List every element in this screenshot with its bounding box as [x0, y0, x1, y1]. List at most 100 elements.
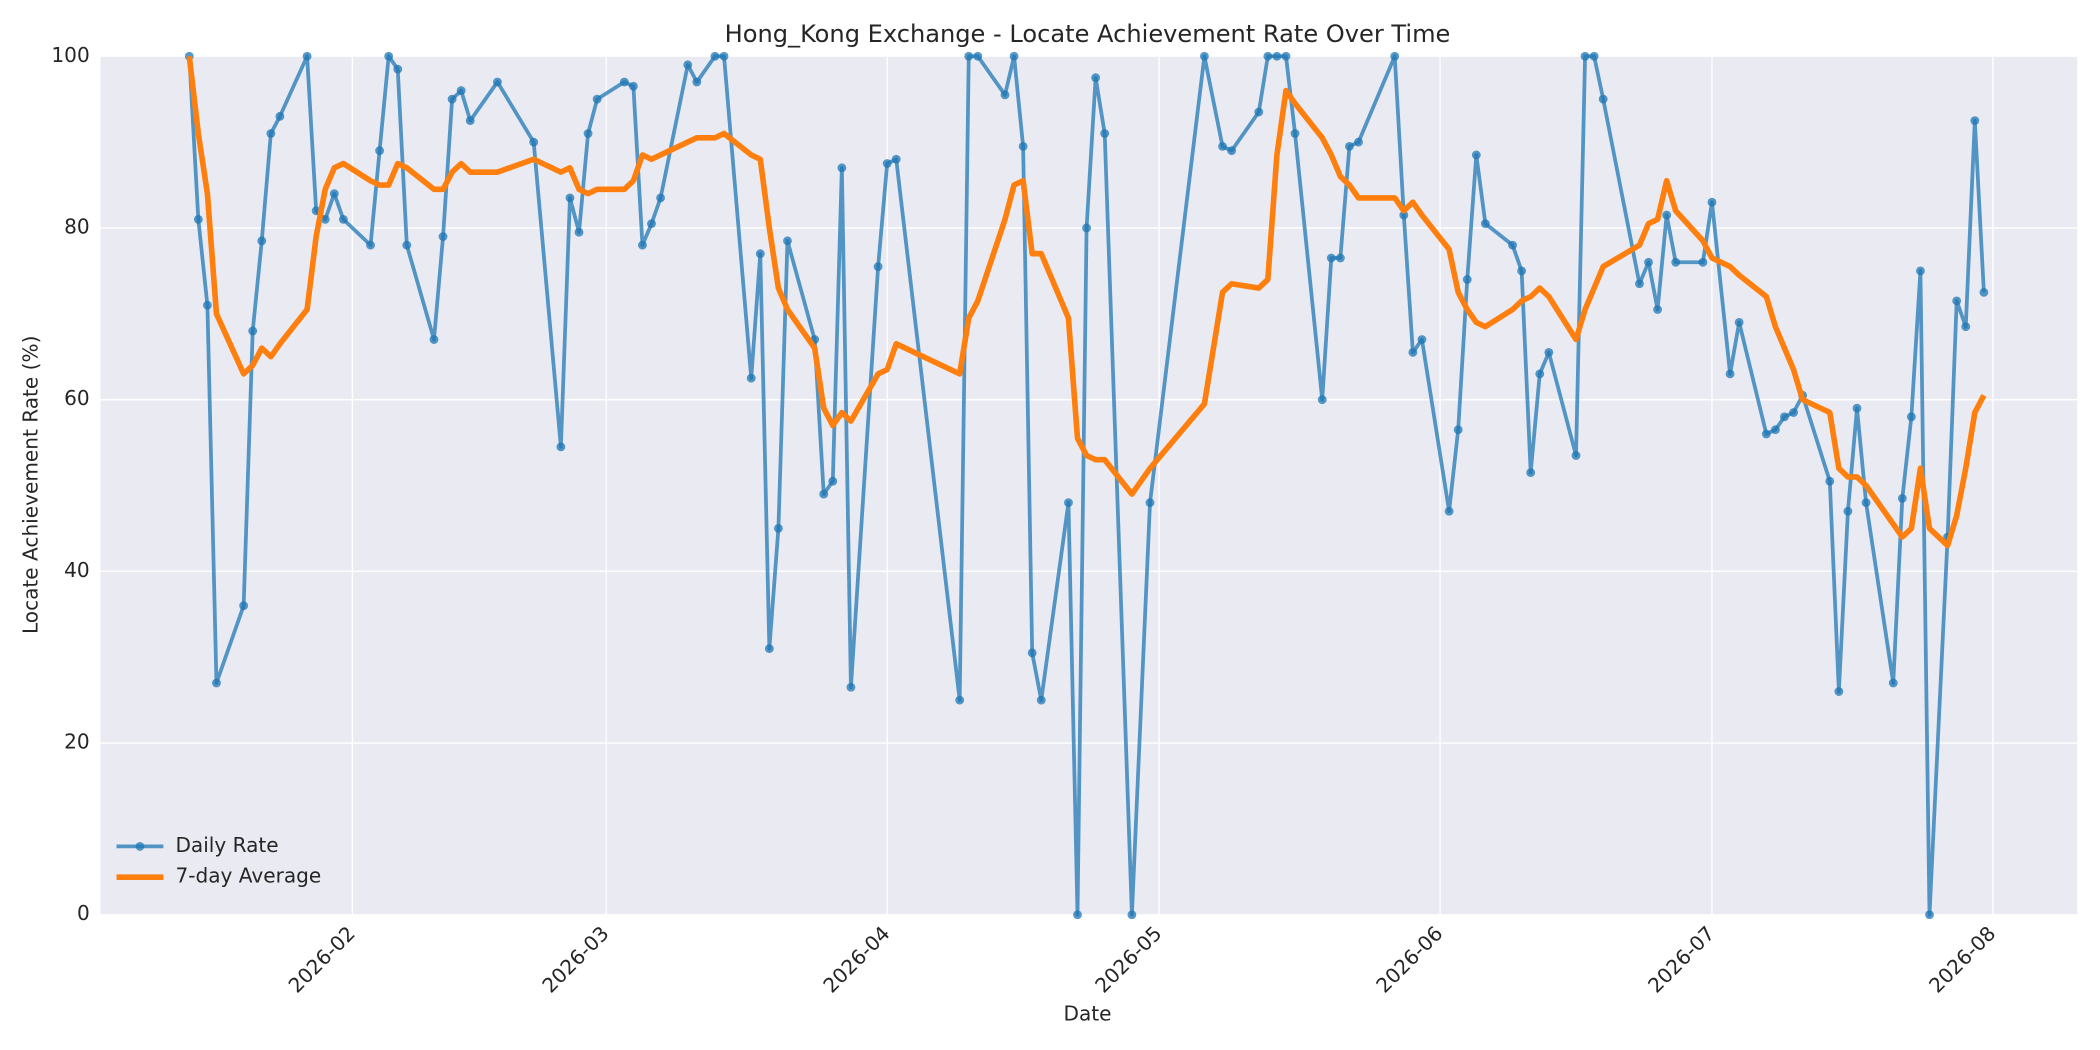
point	[1000, 90, 1010, 100]
point	[574, 227, 584, 237]
legend-label: 7-day Average	[175, 864, 321, 888]
x-tick-label: 2026-07	[1643, 921, 1719, 997]
point	[1100, 129, 1110, 138]
marks	[184, 51, 1989, 920]
point	[755, 249, 765, 259]
point	[1317, 395, 1327, 405]
point	[973, 51, 983, 61]
x-tick-label: 2026-03	[537, 921, 613, 997]
point	[1345, 141, 1354, 151]
point	[257, 236, 267, 246]
point	[1535, 369, 1545, 379]
point	[1653, 305, 1663, 314]
point	[846, 682, 856, 692]
point	[1417, 335, 1427, 344]
point	[1082, 223, 1091, 233]
point	[375, 146, 385, 156]
point	[746, 373, 756, 383]
point	[1326, 253, 1336, 263]
point	[1644, 257, 1653, 267]
point	[1761, 429, 1771, 439]
point	[329, 189, 339, 199]
point	[1897, 493, 1907, 503]
point	[819, 489, 829, 499]
point	[1064, 498, 1073, 508]
point	[447, 94, 457, 104]
point	[1018, 141, 1028, 151]
point	[1073, 910, 1082, 920]
point	[1725, 369, 1735, 379]
point	[1272, 51, 1282, 61]
point	[764, 644, 774, 654]
point	[1290, 129, 1300, 138]
point	[556, 442, 566, 452]
grid	[100, 55, 2078, 916]
point	[773, 523, 783, 533]
point	[202, 300, 212, 310]
point	[1027, 648, 1037, 658]
point	[402, 240, 412, 250]
point	[1789, 408, 1798, 417]
point	[719, 51, 729, 61]
point	[1580, 51, 1590, 61]
y-tick-label: 20	[64, 730, 90, 754]
point	[1281, 51, 1291, 61]
point	[320, 214, 330, 224]
series-line	[186, 55, 1987, 549]
point	[465, 116, 475, 126]
point	[1916, 266, 1925, 276]
point	[1843, 506, 1853, 516]
y-tick-label: 100	[51, 43, 89, 67]
x-tick-label: 2026-05	[1090, 921, 1166, 997]
y-axis-label: Locate Achievement Rate (%)	[19, 336, 43, 634]
point	[1770, 425, 1780, 435]
point	[1598, 94, 1608, 104]
x-tick-label: 2026-04	[818, 921, 894, 997]
point	[1970, 116, 1980, 126]
legend-marker	[135, 842, 145, 851]
point	[1199, 51, 1209, 61]
point	[1925, 910, 1934, 920]
point	[266, 129, 276, 138]
point	[1698, 257, 1708, 267]
point	[1861, 498, 1871, 508]
point	[1263, 51, 1273, 61]
point	[1589, 51, 1599, 61]
point	[1009, 51, 1019, 61]
point	[1508, 240, 1517, 250]
point	[1399, 210, 1409, 220]
point	[638, 240, 647, 250]
point	[1471, 150, 1481, 160]
point	[565, 193, 575, 203]
point	[366, 240, 375, 250]
point	[1036, 695, 1046, 705]
point	[683, 60, 693, 70]
point	[1354, 137, 1363, 147]
x-tick-label: 2026-06	[1371, 921, 1447, 997]
point	[1734, 317, 1744, 327]
point	[619, 77, 629, 87]
point	[248, 326, 258, 336]
point	[384, 51, 394, 61]
point	[828, 476, 838, 486]
point	[193, 214, 203, 224]
point	[1635, 279, 1644, 289]
point	[1127, 910, 1137, 920]
point	[592, 94, 602, 104]
point	[338, 214, 348, 224]
point	[1662, 210, 1672, 220]
point	[456, 86, 466, 96]
point	[882, 159, 892, 168]
legend-label: Daily Rate	[175, 833, 278, 857]
x-tick-label: 2026-02	[284, 921, 360, 997]
point	[1952, 296, 1962, 306]
point	[710, 51, 720, 61]
x-axis-label: Date	[1064, 1002, 1112, 1026]
point	[1444, 506, 1454, 516]
y-tick-label: 80	[64, 214, 90, 238]
point	[275, 111, 285, 121]
point	[393, 64, 403, 74]
point	[438, 232, 448, 241]
point	[493, 77, 502, 87]
